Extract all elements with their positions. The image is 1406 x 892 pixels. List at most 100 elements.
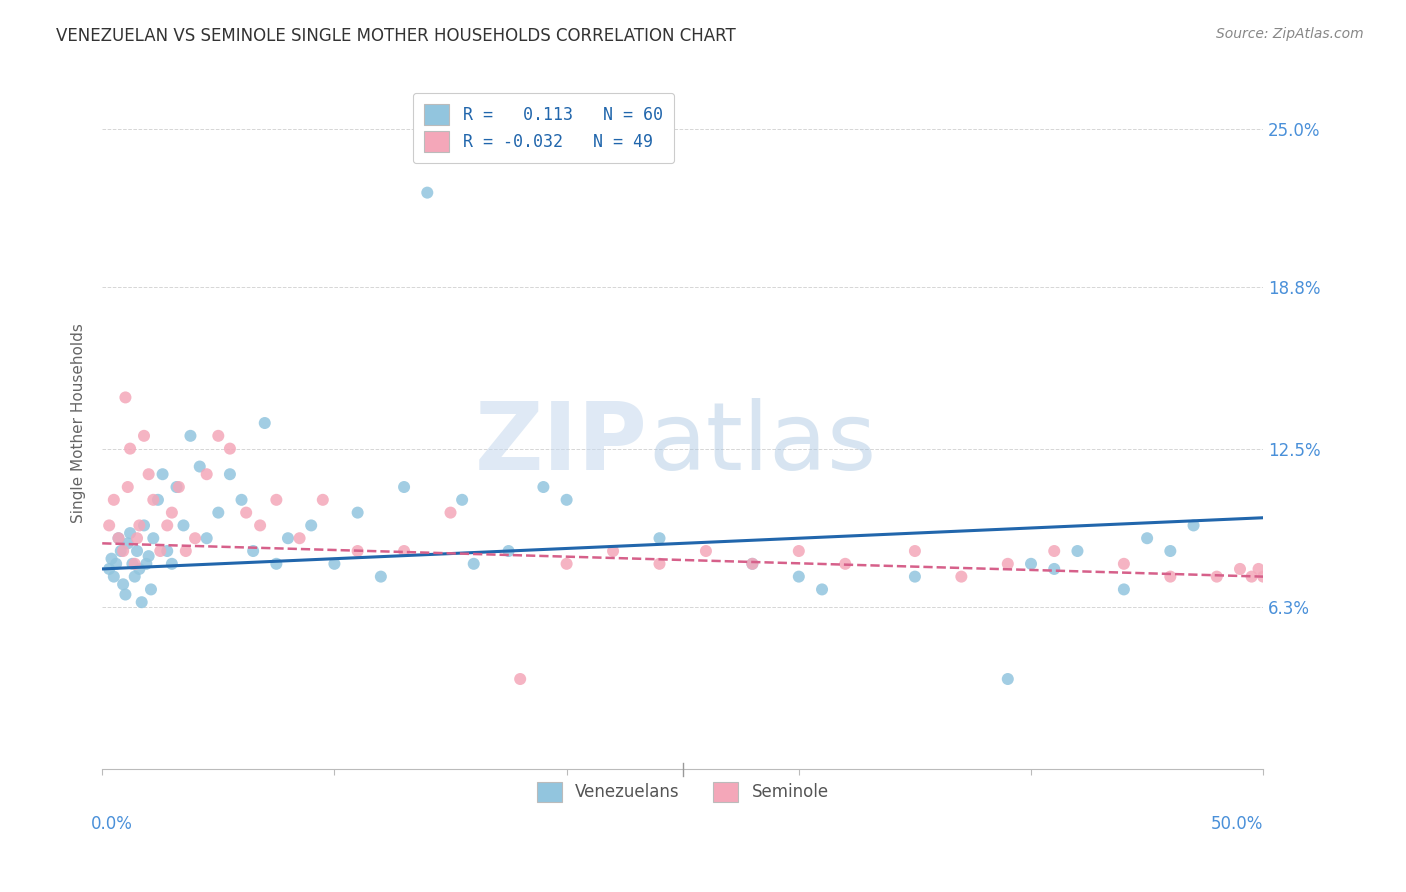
Point (219, 467, 242, 482)
Point (114, 391, 136, 405)
Point (125, 531, 148, 545)
Point (152, 467, 174, 482)
Point (1043, 544, 1066, 558)
Point (1182, 518, 1205, 533)
Text: ZIP: ZIP (475, 398, 648, 490)
Point (172, 518, 194, 533)
Point (266, 557, 288, 571)
Point (160, 557, 183, 571)
Point (555, 492, 578, 507)
Point (787, 569, 810, 583)
Point (156, 544, 179, 558)
Point (439, 506, 461, 520)
Point (112, 544, 135, 558)
Point (160, 506, 183, 520)
Point (138, 467, 160, 482)
Point (1240, 569, 1263, 583)
Text: atlas: atlas (648, 398, 876, 490)
Text: 0.0%: 0.0% (90, 814, 132, 833)
Point (231, 492, 253, 507)
Point (266, 492, 288, 507)
Point (392, 544, 415, 558)
Point (166, 480, 188, 494)
Point (103, 492, 125, 507)
Point (346, 506, 368, 520)
Point (131, 595, 153, 609)
Point (132, 518, 155, 533)
Point (120, 442, 142, 456)
Point (498, 544, 520, 558)
Point (950, 569, 973, 583)
Point (114, 588, 136, 602)
Point (509, 672, 531, 686)
Point (416, 186, 439, 200)
Point (110, 544, 132, 558)
Point (100, 551, 122, 566)
Point (107, 531, 129, 545)
Point (207, 429, 229, 443)
Point (1251, 569, 1274, 583)
Point (370, 569, 392, 583)
Point (787, 544, 810, 558)
Point (98, 518, 121, 533)
Point (103, 569, 125, 583)
Point (207, 506, 229, 520)
Point (179, 429, 201, 443)
Point (1066, 544, 1088, 558)
Point (128, 562, 150, 576)
Point (138, 549, 160, 563)
Point (811, 582, 834, 597)
Point (139, 582, 162, 597)
Point (124, 569, 146, 583)
Point (124, 557, 146, 571)
Point (156, 518, 179, 533)
Point (112, 577, 135, 591)
Point (1043, 562, 1066, 576)
Point (1136, 531, 1159, 545)
Point (1159, 569, 1181, 583)
Point (741, 557, 763, 571)
Point (219, 442, 242, 456)
Point (648, 531, 671, 545)
Point (451, 492, 474, 507)
Point (142, 492, 165, 507)
Point (904, 569, 927, 583)
Point (1112, 582, 1135, 597)
Point (188, 459, 211, 474)
Point (288, 531, 311, 545)
Point (174, 544, 197, 558)
Point (105, 557, 128, 571)
Point (1205, 569, 1227, 583)
Point (463, 557, 485, 571)
Point (242, 544, 264, 558)
Point (555, 557, 578, 571)
Point (184, 531, 207, 545)
Text: VENEZUELAN VS SEMINOLE SINGLE MOTHER HOUSEHOLDS CORRELATION CHART: VENEZUELAN VS SEMINOLE SINGLE MOTHER HOU… (56, 27, 735, 45)
Point (312, 492, 335, 507)
Point (648, 557, 671, 571)
Point (167, 480, 190, 494)
Point (531, 480, 554, 494)
Point (117, 536, 139, 550)
Point (277, 531, 299, 545)
Point (98, 562, 121, 576)
Point (128, 518, 150, 533)
Point (602, 544, 624, 558)
Point (195, 467, 218, 482)
Point (149, 544, 172, 558)
Point (1229, 562, 1251, 576)
Point (997, 557, 1019, 571)
Point (146, 492, 169, 507)
Point (125, 544, 148, 558)
Point (107, 531, 129, 545)
Legend: Venezuelans, Seminole: Venezuelans, Seminole (530, 775, 835, 809)
Point (1159, 544, 1181, 558)
Point (741, 557, 763, 571)
Point (117, 480, 139, 494)
Point (392, 480, 415, 494)
Point (904, 544, 927, 558)
Point (120, 526, 142, 541)
Point (132, 429, 155, 443)
Text: Source: ZipAtlas.com: Source: ZipAtlas.com (1216, 27, 1364, 41)
Point (695, 544, 717, 558)
